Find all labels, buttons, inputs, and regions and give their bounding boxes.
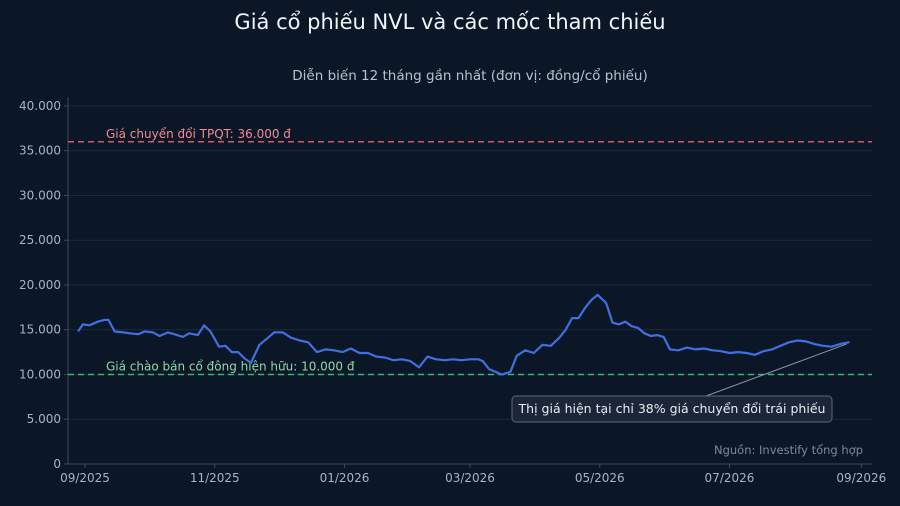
annotation-arrow — [705, 343, 847, 397]
y-tick-label: 25.000 — [19, 233, 61, 247]
x-tick-label: 03/2026 — [445, 471, 495, 485]
y-tick-label: 5.000 — [27, 412, 61, 426]
source-note: Nguồn: Investify tổng hợp — [714, 443, 863, 457]
y-tick-label: 40.000 — [19, 99, 61, 113]
chart-title: Giá cổ phiếu NVL và các mốc tham chiếu — [234, 10, 665, 34]
x-tick-label: 05/2026 — [575, 471, 625, 485]
chart-subtitle: Diễn biến 12 tháng gần nhất (đơn vị: đồn… — [292, 67, 647, 84]
x-tick-label: 07/2026 — [705, 471, 755, 485]
x-tick-label: 09/2025 — [60, 471, 110, 485]
y-tick-label: 30.000 — [19, 188, 61, 202]
annotation-text: Thị giá hiện tại chỉ 38% giá chuyển đổi … — [518, 401, 826, 416]
reference-label-2: Giá chào bán cổ đông hiện hữu: 10.000 đ — [106, 359, 355, 373]
x-tick-label: 11/2025 — [190, 471, 240, 485]
y-tick-label: 35.000 — [19, 144, 61, 158]
reference-lines: Giá chuyển đổi TPQT: 36.000 đ Giá chào bá… — [68, 127, 872, 376]
y-tick-label: 0 — [53, 457, 61, 471]
x-tick-label: 01/2026 — [320, 471, 370, 485]
series-layer — [77, 293, 850, 376]
annotation-box — [511, 395, 833, 423]
y-tick-label: 15.000 — [19, 323, 61, 337]
y-tick-label: 20.000 — [19, 278, 61, 292]
annotation: Thị giá hiện tại chỉ 38% giá chuyển đổi … — [511, 343, 847, 423]
reference-label-1: Giá chuyển đổi TPQT: 36.000 đ — [106, 127, 291, 141]
x-tick-label: 09/2026 — [836, 471, 886, 485]
y-tick-label: 10.000 — [19, 367, 61, 381]
axes: 0 5.000 10.000 15.000 20.000 25.000 30.000 35.0… — [19, 97, 886, 485]
series-line-1 — [77, 293, 850, 376]
